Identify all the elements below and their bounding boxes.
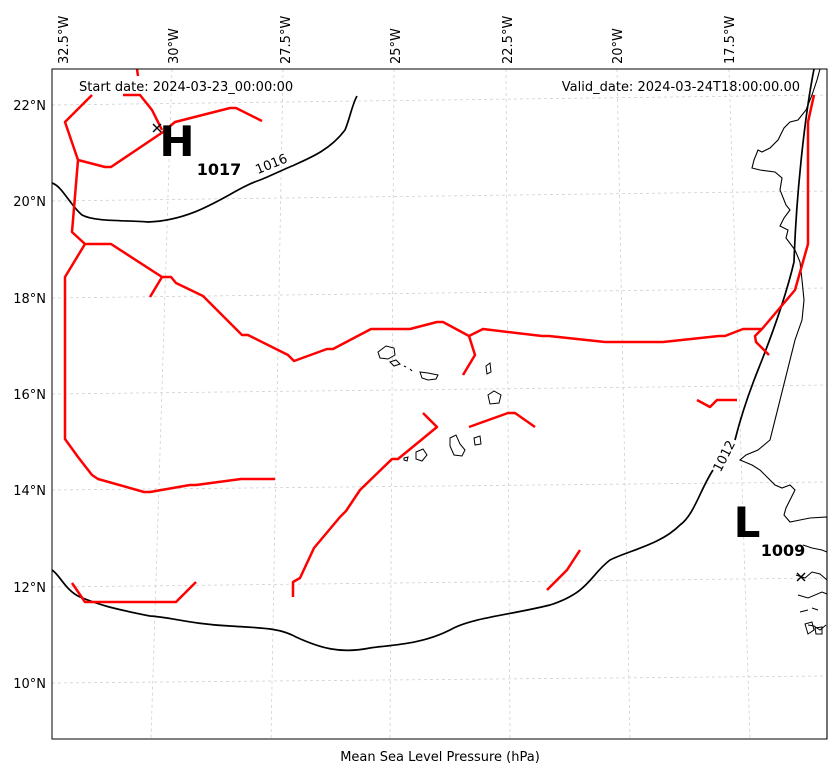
trough-east-fragment [696, 398, 737, 409]
isobar-1012-north [734, 68, 815, 441]
low-cross-b [796, 572, 806, 582]
isobar-1016-west [51, 165, 293, 223]
island-brava [403, 456, 409, 462]
meridian-27-5w [270, 68, 284, 740]
low-pressure-value: 1009 [761, 541, 806, 560]
lon-label-30w: 30°W [167, 28, 182, 64]
trough-southwest [291, 412, 439, 597]
lat-label-20n: 20°N [13, 195, 46, 210]
island-santo-antao [377, 345, 396, 360]
lon-label-27-5w: 27.5°W [279, 16, 294, 64]
island-sao-nicolau [419, 371, 439, 381]
isobar-1012-south [51, 469, 714, 652]
map-xlabel: Mean Sea Level Pressure (hPa) [340, 750, 540, 765]
africa-coastline [738, 68, 828, 739]
trough-lines [63, 68, 816, 604]
lon-label-20w: 20°W [611, 28, 626, 64]
trough-bottom [70, 581, 197, 604]
start-date-label: Start date: 2024-03-23_00:00:00 [79, 80, 293, 95]
plot-background [52, 69, 827, 739]
trough-north [77, 106, 263, 169]
trough-spur-cv [461, 335, 477, 376]
lat-label-18n: 18°N [13, 292, 46, 307]
trough-top-fragment [135, 68, 140, 77]
lat-label-14n: 14°N [13, 484, 46, 499]
lon-label-17-5w: 17.5°W [723, 16, 738, 64]
lat-label-16n: 16°N [13, 388, 46, 403]
meridian-30w [150, 68, 173, 740]
trough-main [63, 94, 816, 363]
trough-mid-south [468, 411, 536, 429]
lon-label-25w: 25°W [389, 28, 404, 64]
island-maio [473, 435, 482, 446]
trough-spur-east [753, 328, 770, 356]
lat-label-12n: 12°N [13, 581, 46, 596]
meridian-25w [389, 68, 395, 740]
meridian-20w [616, 68, 631, 740]
high-pressure-letter: H [159, 117, 194, 166]
island-santiago [449, 434, 466, 457]
high-pressure-value: 1017 [197, 160, 242, 179]
latitude-labels: 22°N 20°N 18°N 16°N 14°N 12°N 10°N [13, 99, 46, 692]
isobars [51, 68, 815, 652]
low-center-marker [796, 572, 806, 582]
valid-date-label: Valid_date: 2024-03-24T18:00:00.00 [562, 80, 800, 95]
island-fogo [415, 448, 428, 462]
high-center-marker [152, 123, 162, 133]
lat-label-10n: 10°N [13, 677, 46, 692]
longitude-labels: 32.5°W 30°W 27.5°W 25°W 22.5°W 20°W 17.5… [57, 16, 738, 64]
trough-nw-spur [123, 93, 164, 131]
lon-label-32-5w: 32.5°W [57, 16, 72, 64]
graticule [51, 68, 828, 740]
guinea-bissau-coast [795, 544, 828, 631]
map-frame [51, 68, 828, 740]
island-santa-luzia [403, 365, 413, 372]
isobar-1016-east [291, 95, 358, 167]
high-cross-b [152, 123, 162, 133]
island-sao-vicente [389, 359, 401, 367]
bijagos-islands [804, 621, 823, 635]
meridian-22-5w [505, 68, 511, 740]
trough-south-fragment [546, 549, 582, 591]
lat-label-22n: 22°N [13, 99, 46, 114]
meridian-17-5w [728, 68, 751, 740]
trough-west-loop [63, 243, 275, 494]
low-pressure-letter: L [734, 498, 761, 547]
cape-verde-islands [377, 345, 502, 462]
lon-label-22-5w: 22.5°W [501, 16, 516, 64]
island-boa-vista [487, 390, 502, 405]
island-sal [485, 362, 492, 375]
trough-spur-150 [148, 276, 164, 298]
